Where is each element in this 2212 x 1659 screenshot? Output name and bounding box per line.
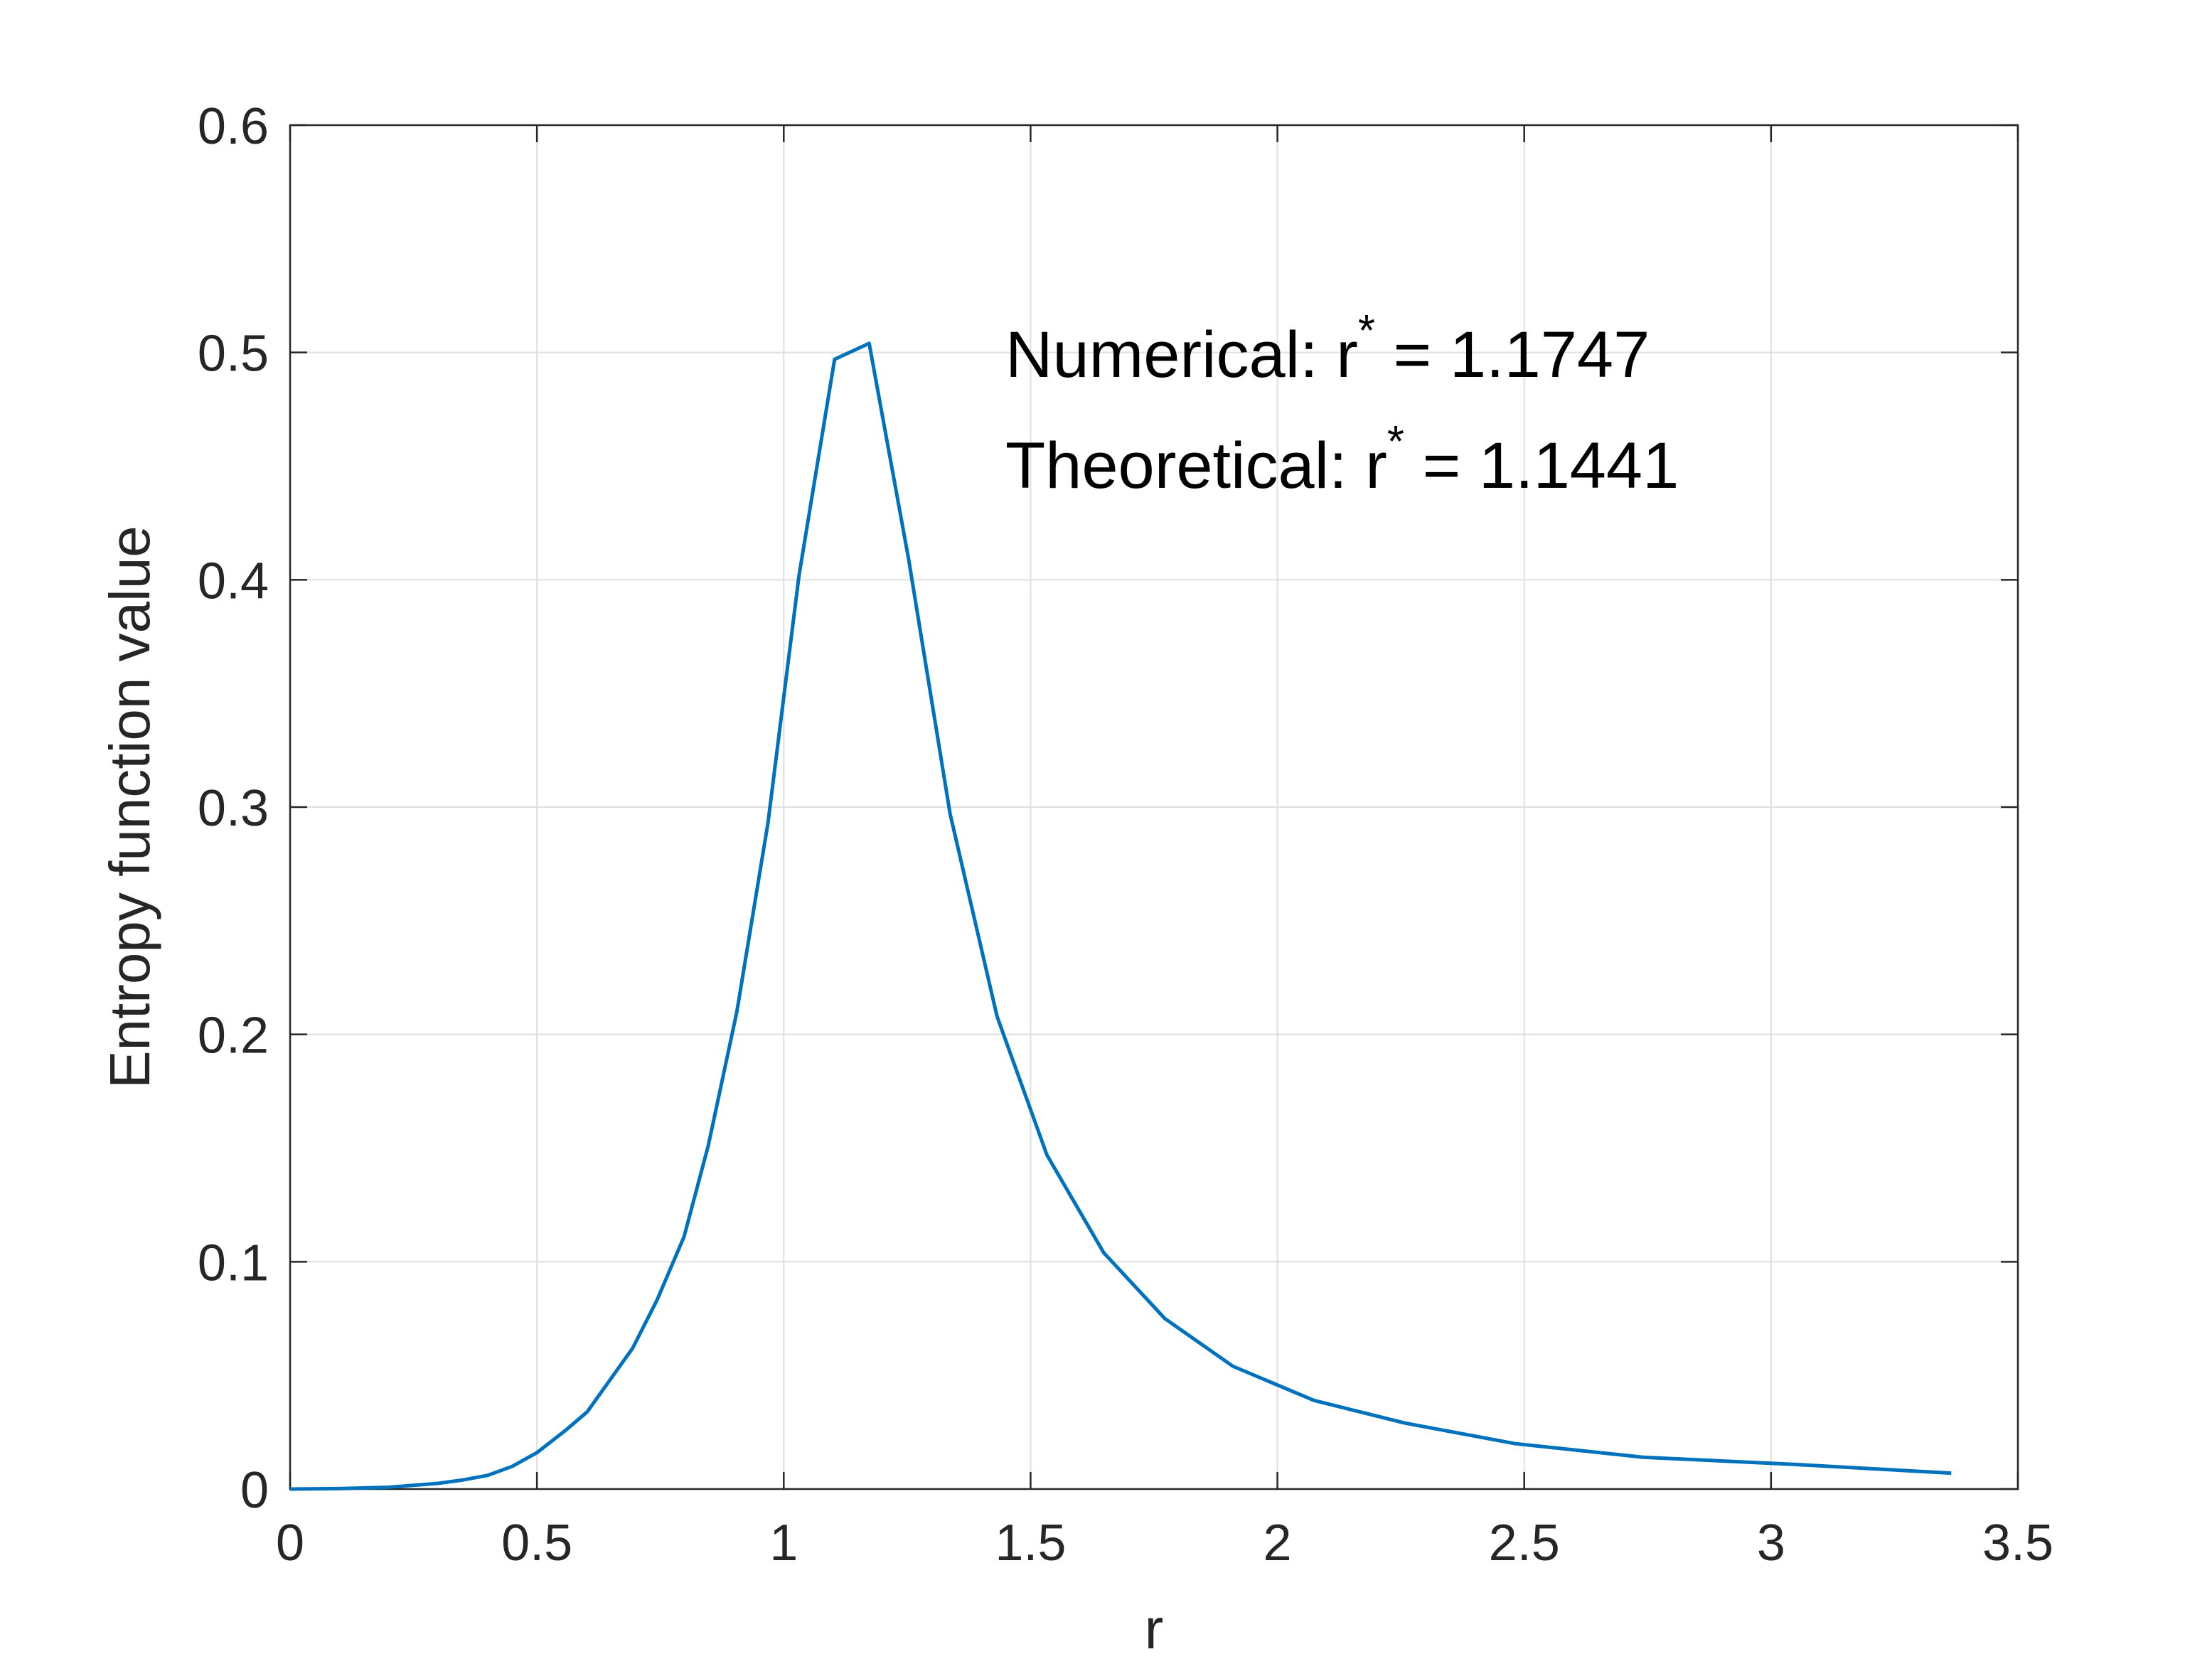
x-tick-label: 2 xyxy=(1263,1515,1292,1572)
annotation: Numerical: r* = 1.1747 xyxy=(1005,306,1650,391)
x-tick-label: 3 xyxy=(1757,1515,1785,1572)
annotation-text: Numerical: r xyxy=(1005,319,1358,391)
y-tick-label: 0.6 xyxy=(198,98,269,155)
x-tick-label: 0.5 xyxy=(501,1515,572,1572)
x-tick-label: 1.5 xyxy=(995,1515,1066,1572)
annotation: Theoretical: r* = 1.1441 xyxy=(1005,417,1679,502)
x-tick-label: 2.5 xyxy=(1489,1515,1560,1572)
y-tick-label: 0.4 xyxy=(198,553,269,609)
x-tick-label: 0 xyxy=(276,1515,304,1572)
annotation-value: = 1.1441 xyxy=(1404,430,1679,502)
y-tick-label: 0 xyxy=(240,1462,269,1519)
x-tick-label: 3.5 xyxy=(1982,1515,2053,1572)
annotation-text: Theoretical: r xyxy=(1005,430,1387,502)
x-tick-label: 1 xyxy=(769,1515,798,1572)
annotation-sup: * xyxy=(1358,306,1375,356)
annotation-value: = 1.1747 xyxy=(1375,319,1650,391)
x-axis-label: r xyxy=(1145,1597,1164,1659)
data-line xyxy=(289,341,1952,1491)
y-axis-label: Entropy function value xyxy=(98,526,161,1089)
plot-frame xyxy=(289,124,2019,1490)
annotation-sup: * xyxy=(1387,417,1404,466)
y-tick-label: 0.3 xyxy=(198,780,269,837)
y-tick-label: 0.1 xyxy=(198,1234,269,1291)
y-tick-label: 0.2 xyxy=(198,1008,269,1065)
y-tick-label: 0.5 xyxy=(198,326,269,383)
